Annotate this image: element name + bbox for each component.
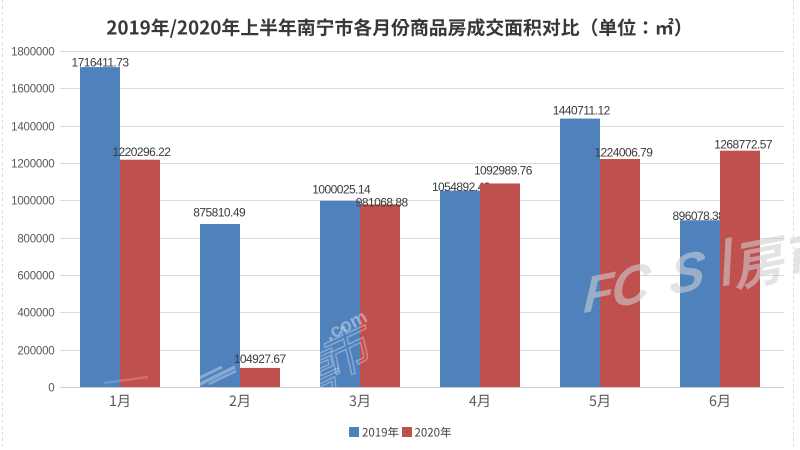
svg-text:1092989.76: 1092989.76 bbox=[474, 163, 533, 177]
svg-text:0: 0 bbox=[48, 383, 54, 395]
svg-text:1200000: 1200000 bbox=[11, 159, 54, 171]
svg-text:1400000: 1400000 bbox=[11, 122, 54, 134]
svg-text:1000025.14: 1000025.14 bbox=[312, 183, 371, 197]
svg-text:875810.49: 875810.49 bbox=[193, 205, 246, 219]
svg-text:1716411.73: 1716411.73 bbox=[71, 56, 129, 70]
svg-text:1054892.43: 1054892.43 bbox=[432, 180, 491, 194]
svg-text:F: F bbox=[582, 260, 617, 324]
svg-text:1600000: 1600000 bbox=[11, 84, 54, 96]
svg-text:1220296.22: 1220296.22 bbox=[112, 145, 171, 159]
svg-text:|: | bbox=[718, 227, 735, 287]
svg-text:600000: 600000 bbox=[17, 271, 54, 283]
svg-text:S: S bbox=[668, 237, 707, 307]
svg-text:400000: 400000 bbox=[17, 308, 54, 320]
svg-text:896078.38: 896078.38 bbox=[673, 209, 726, 223]
svg-text:1440711.12: 1440711.12 bbox=[553, 103, 611, 117]
svg-text:1000000: 1000000 bbox=[11, 196, 54, 208]
svg-text:1224006.79: 1224006.79 bbox=[594, 145, 653, 159]
svg-text:104927.67: 104927.67 bbox=[234, 352, 287, 366]
svg-text:C: C bbox=[610, 250, 653, 321]
svg-text:981068.88: 981068.88 bbox=[356, 196, 409, 210]
svg-text:800000: 800000 bbox=[17, 234, 54, 246]
svg-text:1268772.57: 1268772.57 bbox=[714, 138, 773, 152]
svg-text:1800000: 1800000 bbox=[11, 47, 54, 59]
svg-text:200000: 200000 bbox=[17, 346, 54, 358]
